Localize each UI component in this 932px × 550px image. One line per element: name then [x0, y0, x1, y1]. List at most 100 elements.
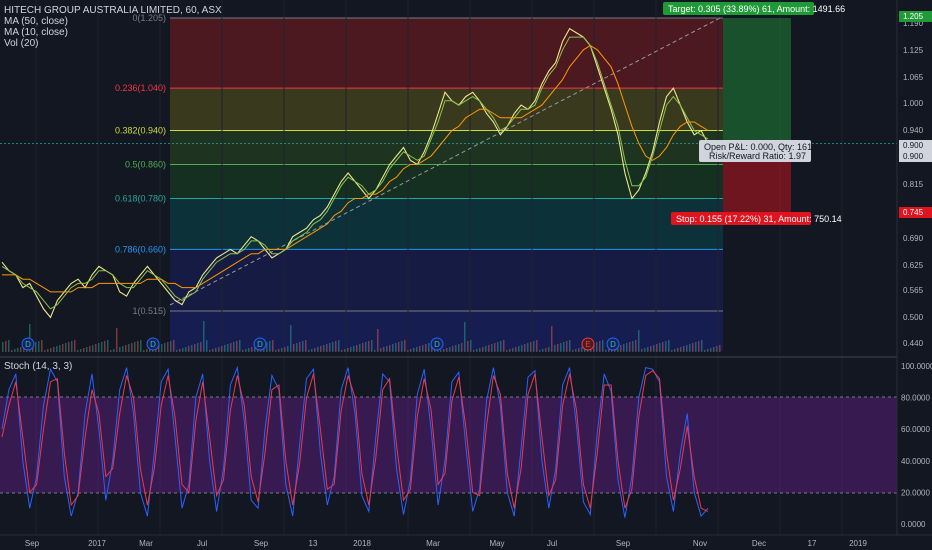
volume-bar — [524, 344, 526, 352]
volume-bar — [605, 350, 607, 352]
volume-bar — [473, 350, 475, 352]
time-tick-label: 17 — [808, 539, 817, 548]
volume-bar — [140, 340, 142, 352]
volume-bar — [344, 349, 346, 352]
volume-bar — [464, 322, 466, 352]
volume-bar — [455, 345, 457, 352]
volume-bar — [581, 347, 583, 352]
volume-bar — [557, 344, 559, 352]
volume-bar — [440, 350, 442, 352]
volume-bar — [356, 345, 358, 352]
volume-bar — [338, 340, 340, 352]
fibonacci-labels: 0(1.205) 0.236(1.040) 0.382(0.940) 0.5(0.86… — [115, 13, 166, 316]
volume-bar — [653, 345, 655, 352]
volume-bar — [299, 342, 301, 352]
volume-bar — [644, 348, 646, 352]
volume-bar — [425, 344, 427, 352]
stop-box[interactable] — [671, 212, 811, 225]
volume-bar — [692, 343, 694, 352]
time-axis-ticks[interactable]: Sep 2017 Mar Jul Sep 13 2018 Mar May Jul Sep Nov Dec… — [25, 539, 868, 548]
price-tick-label: 0.440 — [903, 339, 924, 348]
dividend-marker[interactable] — [430, 337, 444, 351]
volume-bar — [215, 348, 217, 352]
price-axis[interactable] — [897, 0, 932, 535]
volume-bar — [407, 350, 409, 352]
volume-bar — [353, 346, 355, 352]
volume-bar — [77, 350, 79, 352]
volume-bar — [608, 349, 610, 352]
stop-price-text: 0.745 — [903, 208, 924, 217]
volume-bar — [110, 350, 112, 352]
target-zone[interactable] — [723, 18, 791, 148]
volume-bar — [272, 340, 274, 352]
stoch-tick-label: 100.0000 — [901, 362, 932, 371]
fib-zone — [170, 198, 723, 250]
fib-zone — [170, 130, 723, 165]
current-price-badge-2 — [899, 151, 932, 162]
time-tick-label: Sep — [254, 539, 269, 548]
volume-bar — [623, 344, 625, 352]
volume-bar — [62, 344, 64, 352]
volume-bar — [149, 348, 151, 352]
volume-bar — [704, 350, 706, 352]
time-tick-label: Jul — [547, 539, 557, 548]
volume-bar — [320, 346, 322, 352]
ma10-line[interactable] — [1, 36, 709, 310]
volume-bar — [665, 341, 667, 352]
dividend-marker[interactable] — [253, 337, 267, 351]
volume-bar — [236, 341, 238, 352]
volume-bar — [509, 349, 511, 352]
price-tick-label: 0.690 — [903, 234, 924, 243]
volume-bar — [416, 347, 418, 352]
volume-bar — [677, 348, 679, 352]
volume-bar — [542, 349, 544, 352]
volume-bar — [689, 344, 691, 352]
time-tick-label: Nov — [693, 539, 707, 548]
volume-bar — [422, 345, 424, 352]
volume-bar — [281, 348, 283, 352]
trend-line[interactable] — [169, 17, 721, 306]
stoch-legend[interactable]: Stoch (14, 3, 3) — [4, 361, 72, 372]
volume-bar — [539, 350, 541, 352]
volume-bar — [449, 347, 451, 352]
volume-bar — [362, 343, 364, 352]
volume-bar — [44, 350, 46, 352]
volume-bar — [275, 350, 277, 352]
volume-bar — [23, 346, 25, 352]
stoch-d-line[interactable] — [1, 370, 709, 512]
volume-bar — [65, 343, 67, 352]
dividend-marker[interactable] — [21, 337, 35, 351]
volume-bar — [512, 348, 514, 352]
volume-bar — [680, 347, 682, 352]
dividend-marker[interactable] — [146, 337, 160, 351]
ma50-legend[interactable]: MA (50, close) — [4, 16, 68, 27]
stoch-tick-label: 60.0000 — [901, 425, 930, 434]
stoch-tick-label: 20.0000 — [901, 488, 930, 497]
volume-bar — [305, 340, 307, 352]
volume-bar — [638, 330, 640, 352]
volume-bar — [137, 341, 139, 352]
volume-bar — [476, 349, 478, 352]
vol-legend[interactable]: Vol (20) — [4, 38, 38, 49]
volume-bar — [71, 341, 73, 352]
volume-bar — [326, 344, 328, 352]
price-tick-label: 1.190 — [903, 19, 924, 28]
volume-bar — [41, 340, 43, 352]
volume-bar — [251, 347, 253, 352]
volume-bar — [209, 350, 211, 352]
earnings-marker[interactable] — [581, 337, 595, 351]
volume-bar — [164, 343, 166, 352]
ma10-legend[interactable]: MA (10, close) — [4, 27, 68, 38]
chart-title[interactable]: HITECH GROUP AUSTRALIA LIMITED, 60, ASX — [4, 5, 222, 16]
target-box[interactable] — [663, 2, 814, 15]
volume-bar — [191, 345, 193, 352]
dividend-marker[interactable] — [606, 337, 620, 351]
stoch-k-line[interactable] — [1, 365, 709, 518]
volume-bar — [596, 342, 598, 352]
volume-bar — [143, 350, 145, 352]
pnl-box[interactable] — [699, 140, 811, 162]
volume-bar — [458, 344, 460, 352]
volume-bar — [20, 347, 22, 352]
